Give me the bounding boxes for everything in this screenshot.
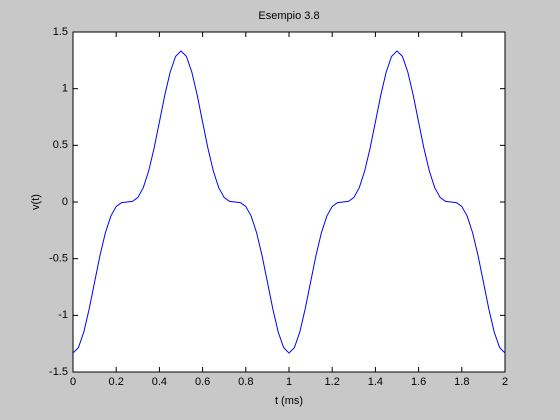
y-tick-label: -1.5 (49, 366, 68, 378)
x-tick-label: 0.6 (195, 376, 210, 388)
y-tick-label: 0.5 (53, 139, 68, 151)
x-tick-label: 0 (70, 376, 76, 388)
x-tick-label: 0.4 (152, 376, 167, 388)
x-tick-label: 2 (502, 376, 508, 388)
x-tick-label: 1.4 (368, 376, 383, 388)
plot-area (72, 31, 506, 373)
x-tick-label: 1.2 (325, 376, 340, 388)
x-axis-label: t (ms) (275, 395, 303, 407)
x-tick-label: 1 (286, 376, 292, 388)
y-tick-label: 1 (62, 83, 68, 95)
x-tick-label: 0.8 (238, 376, 253, 388)
chart-title: Esempio 3.8 (258, 10, 319, 22)
x-tick-label: 0.2 (109, 376, 124, 388)
y-tick-label: 1.5 (53, 26, 68, 38)
x-tick-label: 1.6 (411, 376, 426, 388)
x-tick-label: 1.8 (454, 376, 469, 388)
y-tick-label: -0.5 (49, 253, 68, 265)
data-line (72, 50, 506, 354)
y-tick-label: -1 (58, 309, 68, 321)
y-tick-label: 0 (62, 196, 68, 208)
y-axis-label: v(t) (30, 194, 42, 210)
